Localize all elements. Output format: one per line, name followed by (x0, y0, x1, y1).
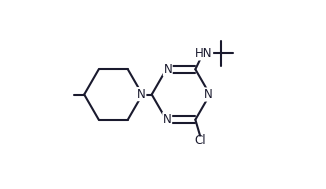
Text: N: N (163, 113, 171, 126)
Text: N: N (204, 88, 213, 101)
Text: N: N (137, 88, 146, 101)
Text: HN: HN (195, 47, 213, 60)
Text: Cl: Cl (194, 134, 206, 147)
Text: N: N (163, 63, 172, 76)
